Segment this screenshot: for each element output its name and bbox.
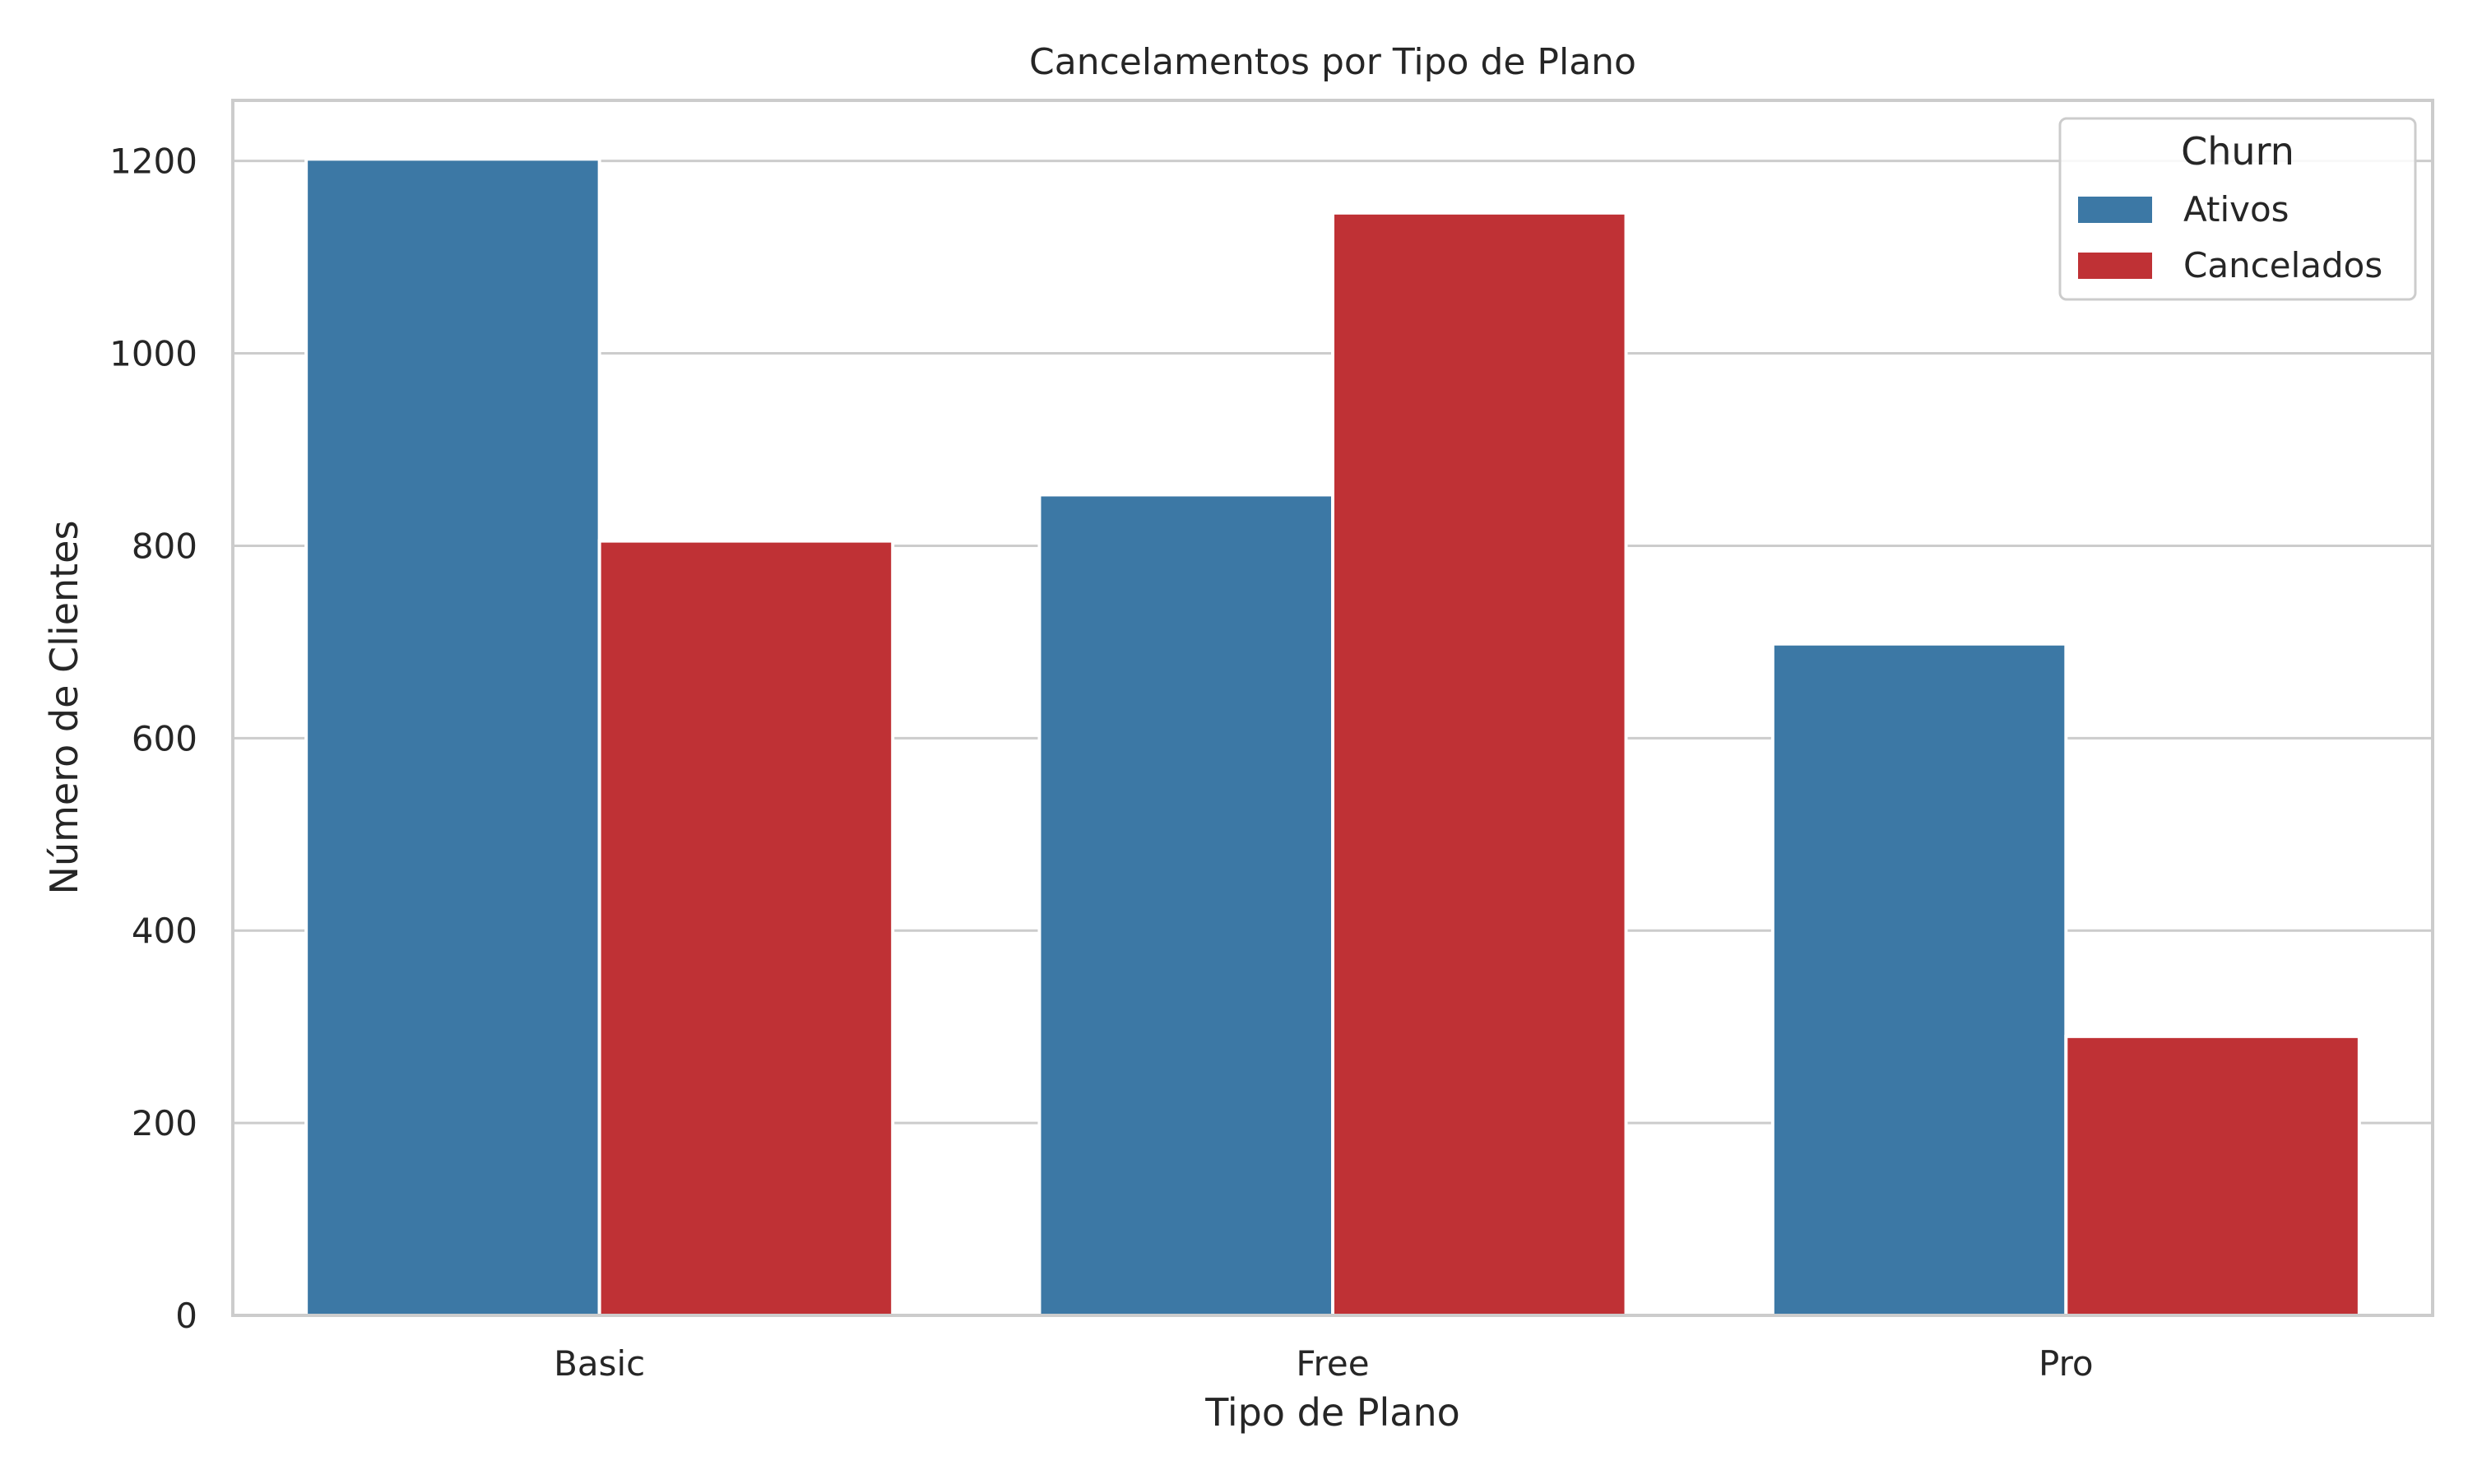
y-tick-label: 400 [132, 911, 197, 951]
legend-swatch-cancelados [2078, 253, 2152, 279]
x-axis-label: Tipo de Plano [1204, 1390, 1460, 1435]
x-tick-label: Free [1296, 1343, 1369, 1384]
chart-title: Cancelamentos por Tipo de Plano [1029, 41, 1636, 83]
y-tick-label: 600 [132, 718, 197, 758]
y-tick-label: 1000 [109, 334, 197, 374]
legend-label-cancelados: Cancelados [2183, 245, 2382, 285]
y-tick-label: 200 [132, 1103, 197, 1143]
legend-title: Churn [2181, 129, 2294, 174]
bar-cancelados-free [1331, 211, 1628, 1317]
bar-ativos-free [1037, 493, 1334, 1317]
legend-label-ativos: Ativos [2183, 189, 2289, 230]
bar-ativos-basic [304, 157, 601, 1318]
legend: Churn Ativos Cancelados [2058, 117, 2417, 301]
bar-cancelados-basic [597, 539, 895, 1317]
y-tick-label: 1200 [109, 141, 197, 182]
plot-area-frame [231, 99, 2434, 1317]
x-tick-label: Pro [2039, 1343, 2094, 1384]
legend-swatch-ativos [2078, 197, 2152, 223]
y-tick-label: 800 [132, 526, 197, 566]
y-axis-label: Número de Clientes [42, 521, 86, 895]
x-axis-ticks: Basic Free Pro [554, 1343, 2094, 1384]
bar-ativos-pro [1770, 642, 2068, 1317]
y-axis-ticks: 0 200 400 600 800 1000 1200 [109, 141, 197, 1336]
y-tick-label: 0 [175, 1296, 197, 1336]
bar-cancelados-pro [2064, 1034, 2361, 1317]
x-tick-label: Basic [554, 1343, 645, 1384]
